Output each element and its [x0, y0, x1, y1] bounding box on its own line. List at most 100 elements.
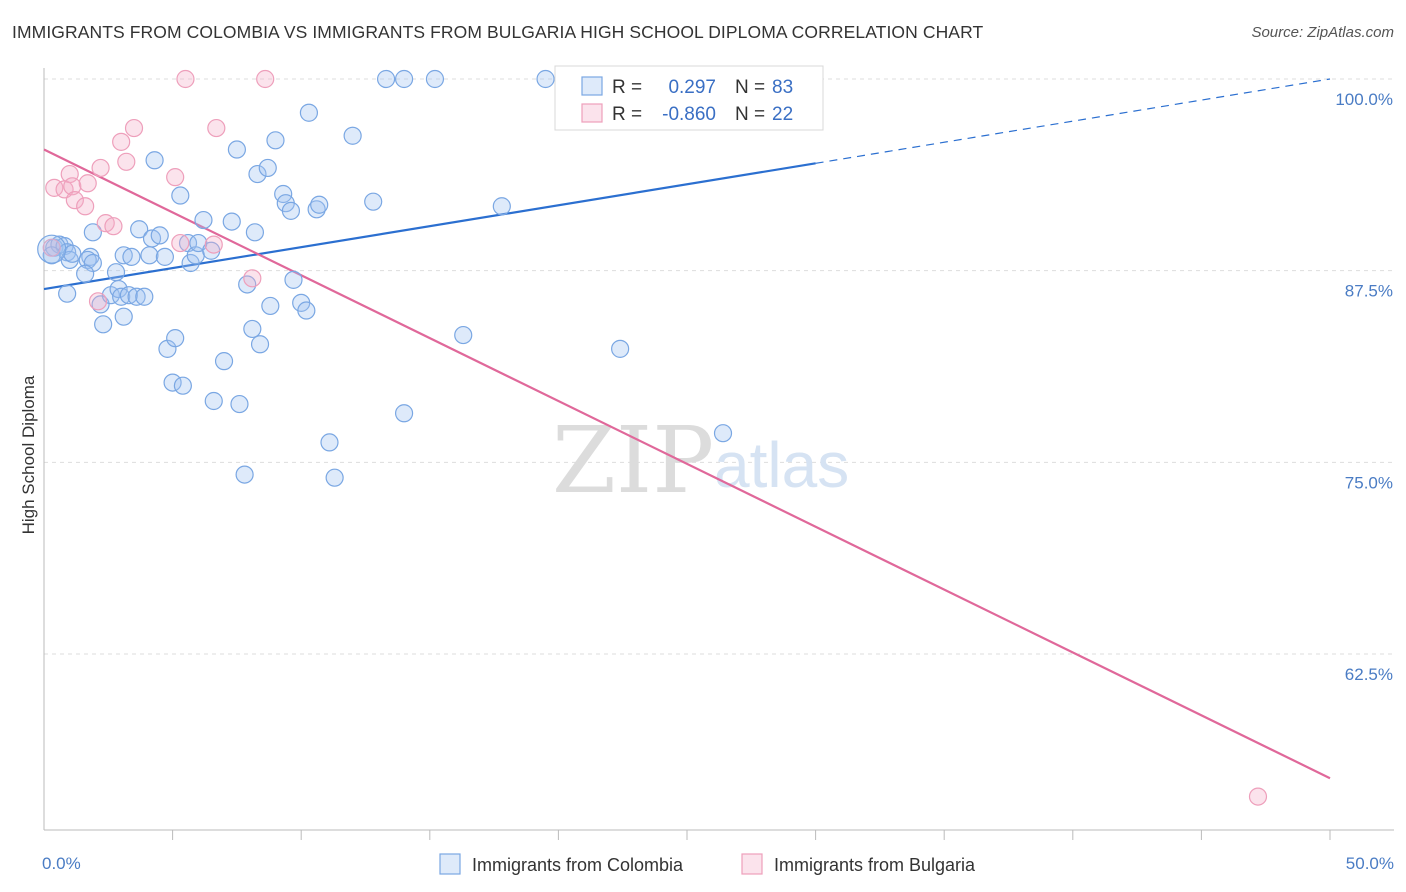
colombia-point — [299, 103, 319, 122]
stats-legend: R = 0.297 N = 83 R = -0.860 N = 22 — [554, 65, 824, 131]
colombia-point — [106, 263, 126, 282]
colombia-point — [173, 376, 192, 395]
colombia-point — [58, 284, 77, 303]
colombia-point — [245, 223, 265, 242]
series-legend: Immigrants from Colombia Immigrants from … — [439, 853, 976, 875]
legend-n-label: N = — [735, 104, 765, 125]
colombia-point — [243, 319, 262, 339]
bulgaria-point — [256, 69, 275, 89]
colombia-point — [284, 270, 303, 289]
colombia-point — [536, 69, 555, 89]
bulgaria-point — [63, 177, 82, 196]
colombia-point — [713, 424, 733, 443]
colombia-point — [297, 301, 316, 320]
y-tick-label: 62.5% — [1345, 665, 1393, 684]
bulgaria-point — [76, 197, 95, 216]
y-tick-label: 100.0% — [1335, 90, 1393, 109]
legend-swatch-bulgaria-bottom — [741, 853, 763, 875]
colombia-points — [42, 69, 807, 487]
colombia-point — [250, 335, 270, 354]
legend-r-label: R = — [612, 104, 642, 125]
colombia-point — [91, 295, 110, 314]
data-points — [37, 69, 1268, 806]
y-tick-label: 75.0% — [1345, 473, 1393, 492]
colombia-point — [320, 433, 339, 452]
bulgaria-point — [65, 191, 84, 210]
colombia-point — [235, 465, 254, 484]
colombia-point — [204, 391, 223, 411]
bulgaria-point — [117, 152, 136, 171]
legend-swatch-colombia-bottom — [439, 853, 461, 875]
colombia-point — [492, 197, 511, 216]
colombia-trend-extension — [815, 78, 1331, 164]
bulgaria-point — [88, 292, 108, 311]
colombia-point — [425, 69, 445, 89]
colombia-point — [266, 131, 285, 150]
source-credit: Source: ZipAtlas.com — [1251, 24, 1394, 41]
legend-label-bulgaria: Immigrants from Bulgaria — [774, 855, 976, 875]
colombia-point — [78, 250, 97, 270]
legend-r-label: R = — [612, 77, 642, 98]
colombia-point — [394, 69, 414, 89]
colombia-point — [42, 246, 61, 265]
colombia-point — [114, 307, 133, 326]
trend-lines — [43, 78, 1331, 780]
colombia-point — [145, 151, 164, 170]
watermark-atlas: atlas — [714, 429, 849, 501]
bulgaria-point — [78, 174, 97, 193]
legend-r-value: -0.860 — [662, 104, 716, 125]
x-tick-label: 0.0% — [42, 854, 81, 873]
colombia-point — [364, 192, 383, 211]
colombia-point — [63, 244, 82, 263]
colombia-point — [135, 287, 154, 306]
colombia-point — [261, 296, 280, 316]
colombia-point — [258, 158, 277, 178]
colombia-point — [281, 201, 301, 220]
colombia-point — [155, 247, 174, 266]
bulgaria-point — [176, 69, 195, 89]
colombia-point — [150, 226, 169, 245]
bulgaria-point — [171, 233, 190, 253]
bulgaria-point — [91, 158, 110, 178]
grid — [44, 78, 1394, 655]
bulgaria-point — [104, 217, 123, 236]
x-tick-label: 50.0% — [1346, 854, 1394, 873]
colombia-point — [454, 325, 473, 345]
bulgaria-point — [124, 118, 144, 138]
colombia-point — [310, 195, 329, 214]
colombia-trend-line — [43, 162, 816, 291]
watermark: ZIP atlas — [552, 407, 849, 514]
colombia-point — [83, 223, 102, 242]
colombia-point — [325, 468, 344, 487]
colombia-point — [112, 287, 131, 306]
colombia-point — [127, 287, 146, 306]
colombia-point — [140, 246, 159, 265]
colombia-point — [166, 329, 185, 348]
chart-title: IMMIGRANTS FROM COLOMBIA VS IMMIGRANTS F… — [12, 22, 984, 42]
colombia-point — [194, 210, 213, 230]
legend-r-value: 0.297 — [668, 77, 716, 98]
colombia-point — [163, 373, 182, 392]
colombia-point — [230, 394, 249, 414]
legend-swatch-colombia — [581, 76, 603, 96]
colombia-point — [76, 264, 95, 283]
colombia-point — [130, 220, 149, 239]
colombia-point — [122, 247, 141, 266]
colombia-point — [376, 69, 396, 89]
bulgaria-point — [42, 238, 61, 257]
bulgaria-point — [207, 118, 226, 138]
colombia-point — [222, 212, 241, 231]
bulgaria-point — [112, 132, 131, 151]
colombia-point — [343, 126, 362, 145]
colombia-point — [94, 315, 113, 334]
bulgaria-point — [204, 235, 223, 254]
legend-box — [554, 65, 824, 131]
colombia-point — [248, 164, 267, 184]
bulgaria-trend-line — [43, 148, 1331, 780]
bulgaria-points — [42, 69, 1268, 806]
y-axis-label: High School Diploma — [19, 375, 38, 534]
bulgaria-point — [166, 168, 185, 187]
colombia-point — [394, 404, 414, 423]
y-tick-label: 87.5% — [1345, 282, 1393, 301]
